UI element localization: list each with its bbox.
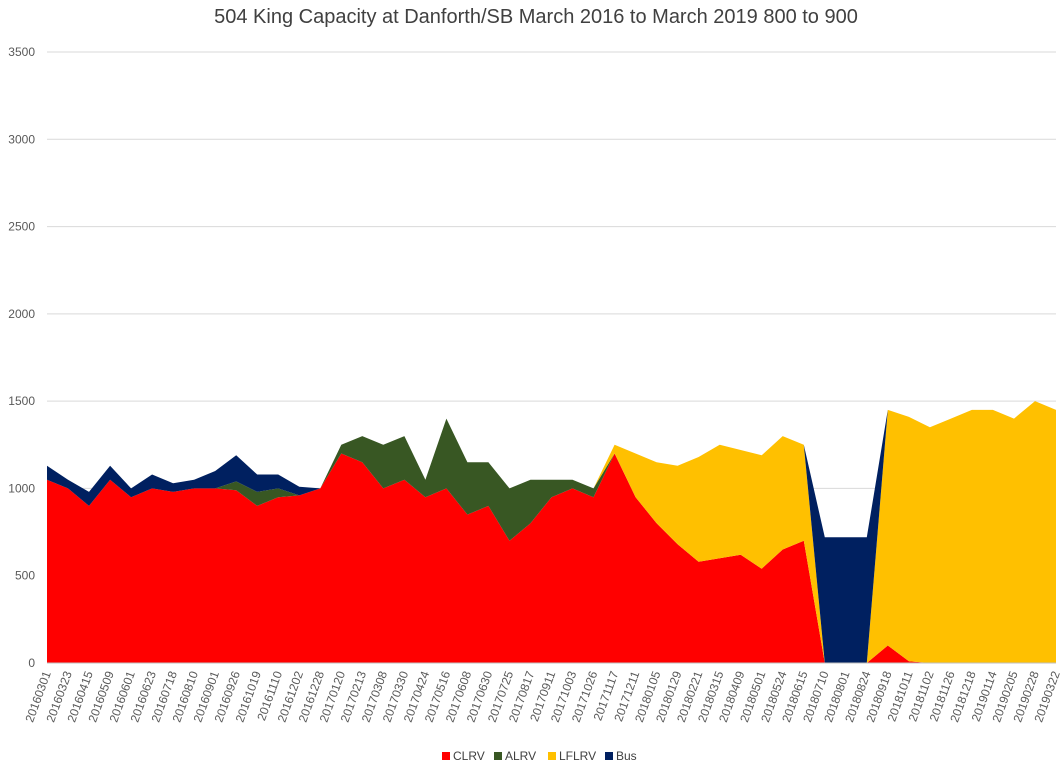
legend-swatch-alrv [494,752,502,760]
y-axis-ticks: 0 500 1000 1500 2000 2500 3000 3500 [8,45,35,670]
y-tick-label: 1500 [8,394,35,408]
legend: CLRV ALRV LFLRV Bus [442,749,637,763]
x-axis-ticks: 2016030120160323201604152016050920160601… [22,669,1062,724]
legend-swatch-bus [605,752,613,760]
y-tick-label: 3000 [8,132,35,146]
y-tick-label: 2000 [8,307,35,321]
series-area-lflrv [47,401,1056,663]
legend-label-alrv: ALRV [505,749,536,763]
legend-swatch-lflrv [548,752,556,760]
y-tick-label: 0 [28,656,35,670]
legend-swatch-clrv [442,752,450,760]
series-area-clrv [47,453,1056,663]
chart-title: 504 King Capacity at Danforth/SB March 2… [214,6,858,28]
y-tick-label: 1000 [8,481,35,495]
y-tick-label: 2500 [8,220,35,234]
y-tick-label: 500 [15,569,35,583]
legend-label-lflrv: LFLRV [559,749,596,763]
legend-label-clrv: CLRV [453,749,485,763]
legend-label-bus: Bus [616,749,637,763]
stacked-areas [47,401,1056,663]
y-tick-label: 3500 [8,45,35,59]
